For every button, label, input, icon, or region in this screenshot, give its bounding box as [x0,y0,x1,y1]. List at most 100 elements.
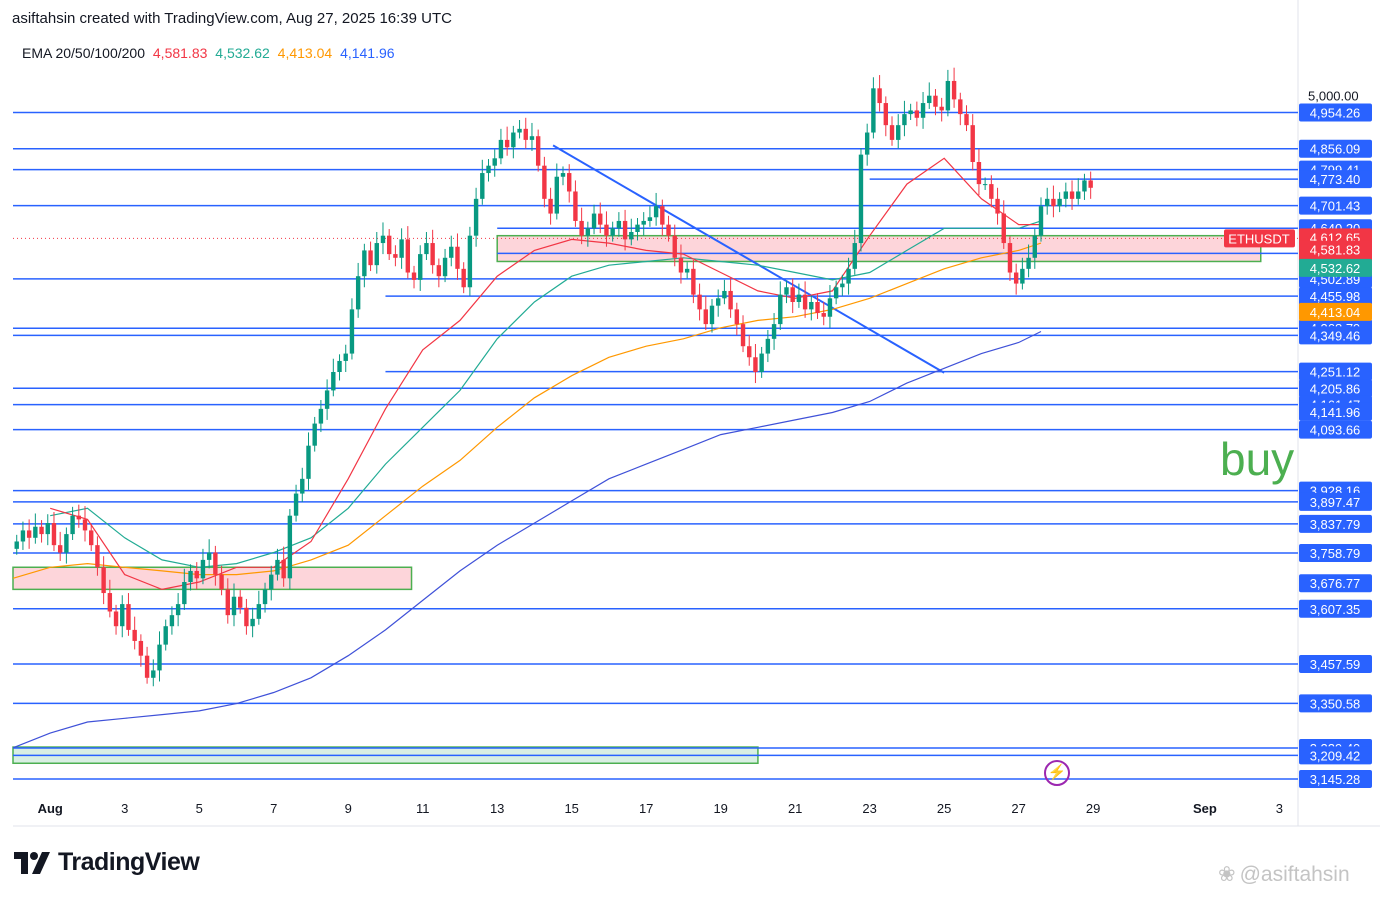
candle-body [287,515,293,579]
candle [64,527,69,564]
candle [312,416,317,452]
ema-price-tag-2-text: 4,532.62 [1310,261,1361,276]
candle [809,295,814,321]
candle-body [877,88,882,104]
candle [579,207,584,245]
candle [473,187,479,247]
candle [728,277,733,318]
indicator-label: EMA 20/50/100/200 [22,45,145,61]
level-tag-21: 3,350.58 [1299,694,1372,713]
candle [287,509,293,590]
candle-body [616,220,622,229]
candle-body [815,302,820,314]
candle [989,175,994,208]
candle-body [33,526,38,538]
candle-body [107,593,113,612]
level-tag-18: 3,758.79 [1299,543,1372,562]
candle-body [175,604,181,616]
candle-body [262,589,268,605]
candle-body [238,596,243,608]
candle [256,590,262,625]
candle [765,330,771,363]
candles [14,67,1093,687]
candle-body [982,184,988,186]
candle-body [945,80,951,111]
candle [1051,185,1056,218]
time-tick-label: 13 [490,801,504,816]
candle-body [188,570,193,582]
time-tick-label: 3 [1276,801,1283,816]
ema20-line [50,157,1041,591]
candle-body [57,545,63,553]
candle-body [598,213,603,225]
candle-body [418,254,423,280]
candle-body [1007,243,1013,273]
candle-body [871,88,876,133]
lightning-icon[interactable]: ⚡ [1044,760,1070,786]
candle-body [1063,191,1069,199]
candle-body [213,552,218,575]
candle-body [281,559,286,579]
candle-body [51,523,57,546]
candle [622,209,628,251]
level-tag-3-box [1299,170,1372,189]
level-tag-18-box [1299,543,1372,562]
candle [970,114,975,171]
tradingview-logo[interactable]: TradingView [14,848,200,877]
candle-body [324,390,330,409]
candle-body [306,445,311,479]
level-tag-3-text: 4,773.40 [1310,172,1361,187]
candle [430,229,435,274]
candle-body [151,670,156,678]
candle-body [200,559,206,579]
candle [920,92,926,129]
candle-body [920,103,926,118]
candle-body [995,198,1000,214]
candle-body [684,268,690,273]
candle-body [430,243,435,266]
ema-price-tag-3-box [1299,302,1372,321]
candle [281,546,286,587]
candle-body [113,611,119,627]
symbol-tag-box [1224,229,1295,248]
level-tag-23-text: 3,209.42 [1310,748,1361,763]
candle [399,228,404,269]
indicator-legend[interactable]: EMA 20/50/100/200 4,581.83 4,532.62 4,41… [22,45,399,61]
candle [871,77,876,139]
candle-body [715,298,721,306]
candle-body [157,644,162,671]
candle [610,221,615,242]
candle-body [784,287,789,295]
candle-body [896,125,901,140]
candle [157,631,162,682]
time-tick-label: 19 [713,801,727,816]
candle [1069,180,1075,210]
candle [691,260,696,304]
candle [175,593,181,627]
ema50-line [50,220,1042,568]
candle-body [498,139,504,159]
candle [33,513,38,544]
candle-body [374,243,379,266]
candle [951,67,957,108]
level-tag-0-text: 4,954.26 [1310,106,1361,121]
candle-body [747,346,752,358]
candle [39,520,44,543]
candle-body [914,110,920,118]
level-tag-8: 4,455.98 [1299,287,1372,306]
candle [132,616,137,650]
level-tag-17-text: 3,837.79 [1310,517,1361,532]
candle-body [1057,198,1062,207]
candle [833,280,839,305]
candle [163,619,168,651]
candle-body [64,534,69,553]
candle [982,177,988,190]
candle [126,593,131,636]
ema-price-tag-1-box [1299,240,1372,259]
candle [194,562,199,590]
candle [343,344,348,372]
level-tag-1-text: 4,856.09 [1310,142,1361,157]
candle [1013,263,1019,295]
candle [821,302,826,326]
